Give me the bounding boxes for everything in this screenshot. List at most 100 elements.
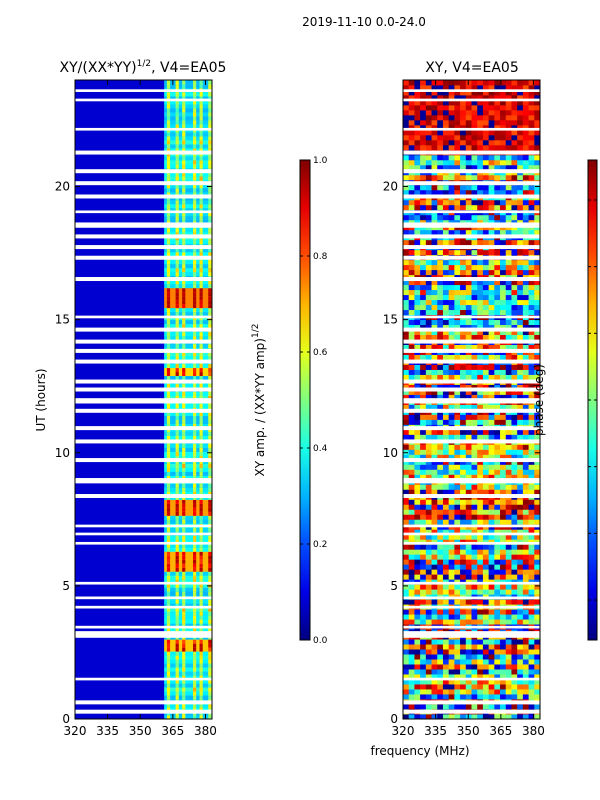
phase-cell (488, 499, 495, 505)
amplitude-channel-cell (193, 191, 197, 197)
amplitude-channel-cell (193, 139, 197, 145)
amplitude-channel-cell (208, 239, 212, 245)
phase-cell (500, 204, 507, 211)
amplitude-band-row (164, 695, 212, 700)
phase-cell (403, 214, 410, 221)
amplitude-channel-cell (175, 435, 179, 440)
phase-cell (465, 304, 472, 311)
phase-cell (420, 514, 427, 520)
phase-cell (425, 299, 432, 306)
phase-cell (494, 89, 501, 96)
phase-cell (448, 154, 455, 161)
phase-cell (494, 489, 501, 495)
phase-cell (505, 264, 512, 271)
amplitude-band-row (164, 375, 212, 381)
phase-colorbar-label: phase (deg) (532, 364, 546, 436)
phase-cell (471, 434, 478, 440)
amplitude-channel-cell (193, 219, 197, 225)
phase-cell (460, 279, 467, 286)
amplitude-channel-cell (166, 147, 171, 153)
phase-cell (408, 94, 415, 101)
phase-cell (425, 474, 432, 480)
phase-cell (500, 249, 507, 256)
phase-cell (528, 714, 535, 720)
phase-cell (488, 144, 495, 151)
phase-cell (408, 429, 415, 435)
phase-cell (425, 694, 432, 700)
phase-cell (448, 109, 455, 116)
amplitude-channel-cell (208, 115, 212, 121)
phase-cell (425, 214, 432, 221)
phase-cell (414, 204, 421, 211)
phase-cell (517, 609, 524, 615)
amplitude-channel-cell (208, 219, 212, 225)
phase-cell (454, 504, 461, 510)
amplitude-channel-cell (199, 215, 203, 221)
phase-cell (403, 454, 410, 460)
amplitude-channel-cell (208, 503, 212, 508)
phase-cell (408, 124, 415, 131)
phase-cell (494, 519, 501, 525)
amplitude-channel-cell (175, 247, 179, 253)
phase-cell (528, 184, 535, 191)
phase-cell (534, 679, 541, 685)
amplitude-channel-cell (193, 611, 197, 616)
phase-cell (500, 104, 507, 111)
phase-cell (517, 684, 524, 690)
phase-cell (494, 94, 501, 101)
phase-cell (500, 99, 507, 106)
phase-cell (522, 229, 529, 236)
amplitude-channel-cell (166, 319, 171, 325)
phase-cell (494, 354, 501, 360)
phase-cell (494, 534, 501, 540)
amplitude-channel-cell (193, 559, 197, 564)
phase-cell (454, 509, 461, 515)
amplitude-channel-cell (199, 247, 203, 253)
phase-xtick-label: 350 (457, 724, 480, 738)
phase-cell (517, 469, 524, 475)
phase-cell (505, 164, 512, 171)
amplitude-band-row (164, 247, 212, 253)
phase-cell (471, 304, 478, 311)
amplitude-channel-cell (182, 263, 186, 269)
phase-cell (437, 444, 444, 450)
phase-cell (471, 324, 478, 331)
amplitude-channel-cell (175, 375, 179, 381)
phase-cell (431, 80, 438, 86)
phase-cell (477, 269, 484, 276)
amplitude-band-row (164, 383, 212, 389)
phase-cell (471, 374, 478, 380)
phase-cell (488, 124, 495, 131)
phase-cell (403, 549, 410, 555)
phase-cell (494, 549, 501, 555)
phase-cell (425, 484, 432, 490)
phase-cell (454, 94, 461, 101)
amplitude-xtick-label: 365 (161, 724, 184, 738)
phase-cell (425, 319, 432, 326)
amplitude-channel-cell (208, 571, 212, 576)
amplitude-channel-cell (182, 671, 186, 676)
phase-cell (488, 334, 495, 340)
phase-cell (477, 114, 484, 121)
amplitude-channel-cell (193, 295, 197, 301)
phase-cell (471, 559, 478, 565)
phase-cell (425, 589, 432, 595)
phase-cell (403, 564, 410, 570)
phase-cell (465, 489, 472, 495)
phase-cell (488, 354, 495, 360)
phase-cell (505, 389, 512, 395)
amplitude-band-row (164, 187, 212, 193)
phase-cell (500, 484, 507, 490)
phase-cell (425, 599, 432, 605)
phase-cell (454, 514, 461, 520)
phase-cell (425, 609, 432, 615)
amplitude-band-row (164, 135, 212, 141)
phase-cell (528, 489, 535, 495)
phase-cell (465, 284, 472, 291)
phase-cell (431, 644, 438, 650)
amplitude-channel-cell (199, 323, 203, 329)
amplitude-channel-cell (175, 291, 179, 297)
phase-cell (528, 499, 535, 505)
phase-cell (477, 99, 484, 106)
phase-cell (534, 574, 541, 580)
